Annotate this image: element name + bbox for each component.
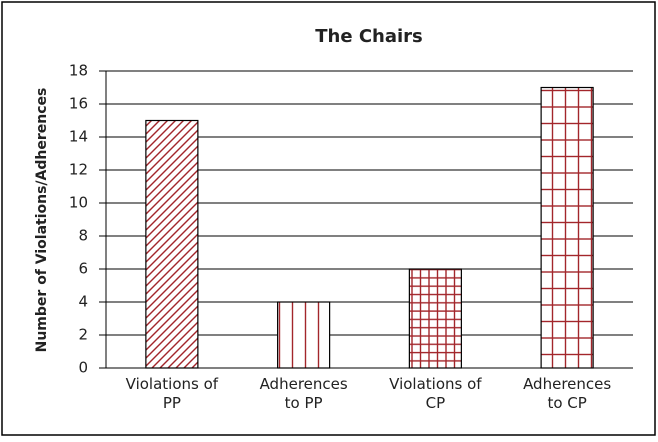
y-tick-label: 12 [69, 161, 88, 179]
bar [540, 86, 594, 369]
y-tick-label: 6 [78, 260, 88, 278]
x-tick-label-box: Violations of CP [389, 375, 482, 412]
x-tick-label-box: Adherences to CP [523, 375, 612, 412]
x-tick-label-box: Adherences to PP [259, 375, 348, 412]
y-tick-label: 14 [69, 128, 88, 146]
bar [408, 268, 462, 369]
y-tick-label: 10 [69, 194, 88, 212]
y-tick-label: 2 [78, 326, 88, 344]
y-tick-label: 8 [78, 227, 88, 245]
bar [145, 119, 199, 369]
y-tick-label: 0 [78, 359, 88, 377]
x-tick-label: Violations of PP [125, 375, 219, 412]
y-axis-label: Number of Violations/Adherences [34, 88, 50, 353]
bar [277, 301, 331, 369]
chart-title: The Chairs [315, 26, 423, 47]
x-tick-label: Adherences to CP [523, 375, 612, 412]
x-tick-label-box: Violations of PP [125, 375, 219, 412]
y-tick-label: 4 [78, 293, 88, 311]
y-tick-label: 18 [69, 62, 88, 80]
y-tick-label: 16 [69, 95, 88, 113]
x-tick-label: Violations of CP [389, 375, 482, 412]
x-tick-label: Adherences to PP [259, 375, 348, 412]
